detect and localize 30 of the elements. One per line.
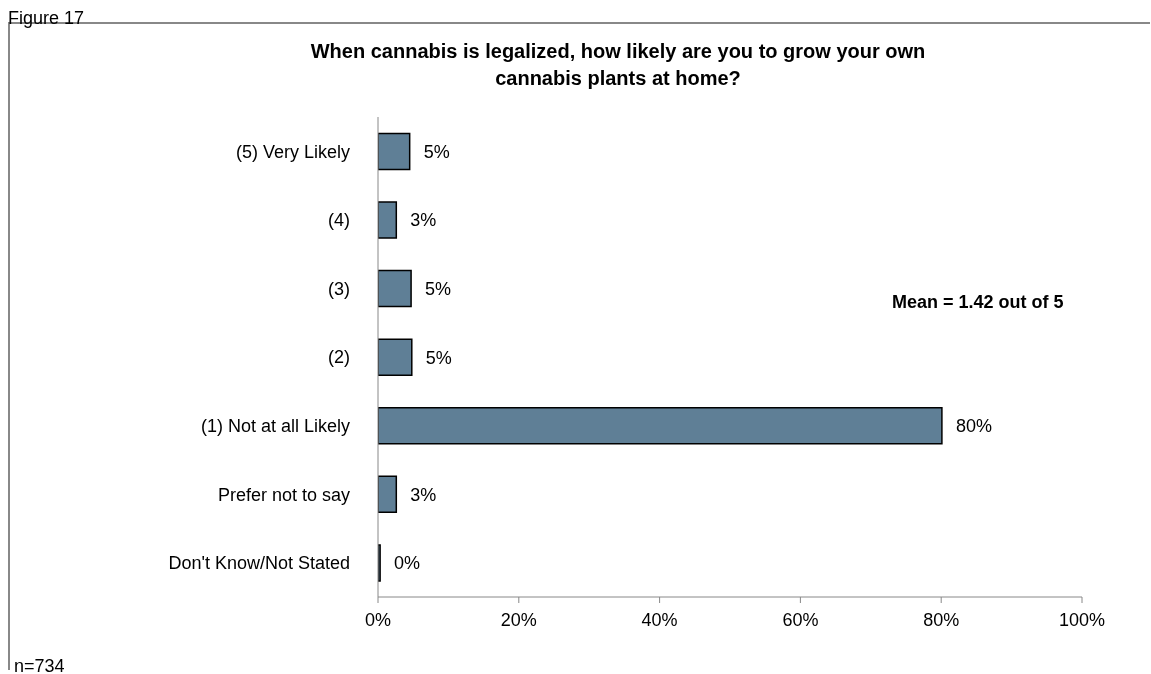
y-tick-label: Don't Know/Not Stated (168, 553, 350, 574)
y-tick-label: (2) (328, 347, 350, 368)
text: n=734 (14, 656, 65, 674)
x-tick-label: 0% (364, 609, 392, 630)
caption: Figure 17 (8, 8, 85, 29)
bar (378, 201, 398, 239)
bar (378, 406, 943, 445)
data-label: 3% (410, 210, 437, 231)
bar (378, 269, 412, 308)
annotation: Mean = 1.42 out of 5 (892, 292, 1064, 313)
data-label: 5% (423, 141, 450, 162)
data-label: 0% (394, 553, 421, 574)
bar (378, 338, 413, 376)
x-tick-label: 20% (500, 609, 537, 630)
y-tick-label: Prefer not to say (217, 484, 350, 505)
data-label: 5% (425, 278, 452, 299)
y-tick-label: (5) Very Likely (235, 141, 350, 162)
x-tick-label: 100% (1058, 609, 1106, 630)
bar (378, 475, 398, 514)
chart-title: When cannabis is legalized, how likely are you to grow your own cannabis plants at home? (309, 39, 927, 91)
y-tick-label: (1) Not at all Likely (200, 415, 350, 436)
x-tick-label: 80% (923, 609, 960, 630)
x-tick-label: 60% (782, 609, 819, 630)
x-tick-label: 40% (641, 609, 678, 630)
data-label: 80% (955, 416, 992, 437)
y-tick-label: (4) (328, 210, 350, 231)
data-label: 5% (425, 347, 452, 368)
y-tick-label: (3) (328, 278, 350, 299)
data-label: 3% (410, 484, 437, 505)
bar (378, 132, 411, 171)
